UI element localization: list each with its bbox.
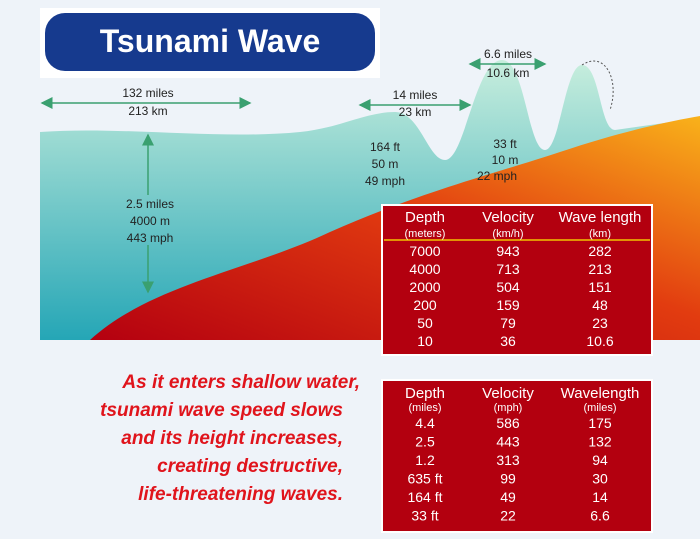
annotation: 23 km <box>399 105 432 119</box>
table-cell: 22 <box>500 508 516 524</box>
annotation: 4000 m <box>130 214 170 228</box>
annotation: 2.5 miles <box>126 197 174 211</box>
table-header: Velocity <box>482 385 534 402</box>
table-unit: (meters) <box>405 228 446 240</box>
table-cell: 175 <box>588 415 612 431</box>
table-cell: 50 <box>417 315 433 331</box>
table-cell: 635 ft <box>407 471 442 487</box>
caption: As it enters shallow water, <box>121 372 360 393</box>
table-cell: 586 <box>496 415 520 431</box>
table-unit: (miles) <box>584 402 617 414</box>
table-cell: 2.5 <box>415 434 435 450</box>
table-cell: 282 <box>588 243 612 259</box>
annotation: 22 mph <box>477 169 517 183</box>
annotation: 14 miles <box>393 88 438 102</box>
table-cell: 99 <box>500 471 516 487</box>
table-cell: 36 <box>500 333 516 349</box>
annotation: 132 miles <box>122 86 173 100</box>
table-cell: 30 <box>592 471 608 487</box>
annotation: 10 m <box>492 153 519 167</box>
table-cell: 200 <box>413 297 437 313</box>
table-unit: (km/h) <box>492 228 523 240</box>
table-cell: 713 <box>496 261 520 277</box>
table-cell: 4000 <box>409 261 440 277</box>
table-cell: 1.2 <box>415 452 435 468</box>
table-cell: 443 <box>496 434 520 450</box>
annotation: 443 mph <box>127 231 174 245</box>
table-cell: 164 ft <box>407 489 442 505</box>
annotation: 6.6 miles <box>484 47 532 61</box>
title: Tsunami Wave <box>100 23 321 59</box>
annotation: 33 ft <box>493 137 517 151</box>
table-cell: 49 <box>500 489 516 505</box>
table-header: Wavelength <box>561 385 640 402</box>
caption: creating destructive, <box>157 456 343 477</box>
table-cell: 23 <box>592 315 608 331</box>
annotation: 213 km <box>128 104 167 118</box>
annotation: 10.6 km <box>487 66 530 80</box>
table-cell: 2000 <box>409 279 440 295</box>
table-cell: 6.6 <box>590 508 610 524</box>
table-cell: 132 <box>588 434 612 450</box>
table-cell: 151 <box>588 279 612 295</box>
caption: tsunami wave speed slows <box>100 400 343 421</box>
annotation: 164 ft <box>370 140 401 154</box>
table-unit: (mph) <box>494 402 523 414</box>
table-cell: 213 <box>588 261 612 277</box>
table-cell: 14 <box>592 489 608 505</box>
table-cell: 159 <box>496 297 520 313</box>
table-header: Wave length <box>559 209 642 226</box>
table-header: Depth <box>405 385 445 402</box>
table-unit: (miles) <box>409 402 442 414</box>
table-unit: (km) <box>589 228 611 240</box>
table-cell: 48 <box>592 297 608 313</box>
caption: and its height increases, <box>121 428 343 449</box>
table-cell: 7000 <box>409 243 440 259</box>
table-cell: 313 <box>496 452 520 468</box>
title-box <box>45 13 375 71</box>
table-header: Depth <box>405 209 445 226</box>
table-cell: 504 <box>496 279 520 295</box>
table-metric <box>381 204 653 356</box>
table-cell: 943 <box>496 243 520 259</box>
table-cell: 10.6 <box>586 333 613 349</box>
arrows <box>40 58 547 294</box>
table-cell: 4.4 <box>415 415 435 431</box>
caption: life-threatening waves. <box>138 484 343 505</box>
table-cell: 94 <box>592 452 608 468</box>
table-cell: 33 ft <box>411 508 438 524</box>
table-cell: 79 <box>500 315 516 331</box>
table-imperial <box>381 379 653 533</box>
table-header: Velocity <box>482 209 534 226</box>
table-cell: 10 <box>417 333 433 349</box>
annotation: 49 mph <box>365 174 405 188</box>
annotation: 50 m <box>372 157 399 171</box>
